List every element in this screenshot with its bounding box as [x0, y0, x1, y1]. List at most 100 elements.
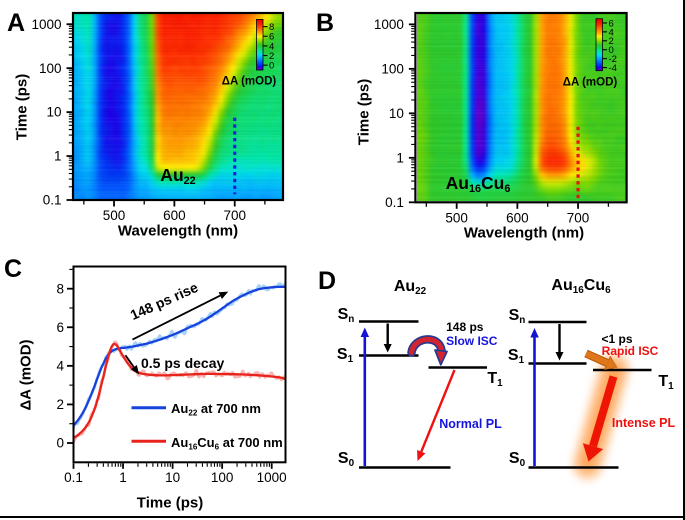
a-colorbar-title: ΔA (mOD): [221, 75, 277, 88]
internal-conversion-arrow-head: [383, 344, 392, 353]
formula-subscript: 0: [519, 457, 526, 469]
y-axis-tick-label: 10: [389, 106, 404, 121]
excitation-arrow-head: [360, 327, 370, 337]
formula-text: Au: [160, 165, 184, 186]
kinetics-fit-curve: [72, 342, 286, 440]
formula-subscript: 22: [183, 175, 196, 188]
b-y-axis-title: Time (ps): [355, 78, 373, 146]
formula-text: Cu: [583, 277, 606, 295]
formula-subscript: 22: [188, 408, 198, 418]
formula-subscript: 6: [214, 441, 220, 451]
rapid-isc-arrow-shaft: [585, 350, 609, 366]
slow-isc-curved-arrow-head: [434, 349, 448, 366]
colorbar-tick-label: 4: [609, 27, 614, 38]
x-axis-tick-label: 600: [163, 208, 186, 223]
formula-subscript: 1: [497, 377, 503, 389]
formula-subscript: 0: [348, 457, 355, 469]
formula-text: S: [337, 306, 349, 324]
y-axis-tick-label: 1000: [374, 17, 404, 32]
y-axis-tick-label: 100: [39, 61, 62, 76]
internal-conversion-arrow-head: [555, 352, 564, 361]
y-axis-tick-label: 100: [381, 61, 404, 76]
formula-text: Au: [171, 401, 189, 416]
formula-text: Au: [171, 434, 189, 450]
panel-letter-d: D: [318, 267, 337, 295]
rapid-isc-arrow-head: [605, 357, 617, 370]
chart-text: 4: [56, 358, 64, 373]
b-colorbar-title: ΔA (mOD): [562, 76, 618, 89]
chart-text: 0: [56, 436, 64, 451]
y-axis-tick-label: 1000: [31, 17, 61, 32]
d-left-level-label-sn: Sn: [338, 307, 355, 325]
d-right-isc-label: Rapid ISC: [601, 344, 659, 358]
a-x-axis-title: Wavelength (nm): [117, 222, 239, 240]
chart-text: 0.1: [64, 470, 83, 485]
x-axis-tick-label: 600: [506, 210, 529, 225]
a-y-axis-title: Time (ps): [13, 73, 31, 141]
chart-text: 1000: [257, 470, 287, 485]
colorbar-tick-label: 2: [609, 36, 614, 47]
formula-subscript: n: [348, 313, 355, 325]
chart-text: 8: [56, 281, 64, 296]
intense-pl-arrow-head: [582, 443, 604, 462]
d-right-level-label-sn: Sn: [508, 306, 526, 326]
y-axis-tick-label: 0.1: [385, 195, 404, 210]
chart-text: 10: [165, 470, 180, 485]
panel-letter-c: C: [4, 255, 23, 283]
figure-border-bottom: [0, 515, 685, 518]
formula-text: T: [658, 373, 669, 391]
formula-subscript: 22: [415, 285, 427, 297]
formula-text: S: [507, 347, 519, 365]
d-right-pl-label: Intense PL: [611, 415, 676, 430]
kinetics-plot-frame: [72, 265, 287, 464]
c-y-axis-title: ΔA (mOD): [17, 339, 35, 411]
d-left-level-label-t1: T1: [487, 370, 503, 389]
b-x-axis-title: Wavelength (nm): [463, 224, 585, 242]
colorbar-tick-label: -2: [609, 54, 617, 65]
d-left-isc-label: Slow ISC: [446, 334, 498, 349]
heatmap-canvas-au22: [74, 14, 282, 200]
d-title-au22: Au22: [394, 279, 426, 297]
pl-arrow-shaft: [420, 369, 456, 453]
c-annotation-decay: 0.5 ps decay: [141, 354, 225, 371]
x-axis-tick-label: 700: [567, 210, 590, 225]
panel-letter-b: B: [316, 9, 335, 37]
colorbar-tick-label: 6: [609, 18, 614, 29]
formula-subscript: 6: [605, 284, 611, 296]
x-axis-tick-label: 500: [103, 208, 126, 223]
formula-text: at 700 nm: [197, 401, 261, 416]
formula-subscript: 1: [347, 353, 354, 365]
colorbar-tick-label: 4: [269, 41, 274, 52]
panel-letter-a: A: [7, 9, 26, 37]
c-x-axis-title: Time (ps): [136, 494, 204, 512]
d-left-level-label-s0: S0: [338, 451, 354, 469]
heatmap-canvas-au16cu6: [416, 14, 626, 201]
formula-subscript: 16: [188, 441, 198, 451]
y-axis-tick-label: 1: [396, 150, 404, 165]
chart-text: 1: [119, 470, 127, 485]
pl-arrow-head: [417, 450, 426, 461]
formula-text: S: [508, 306, 520, 324]
a-sample-label: Au22: [160, 165, 196, 188]
heatmap-plot-frame-B: [414, 11, 628, 204]
formula-text: S: [336, 346, 348, 364]
chart-text: 100: [211, 470, 234, 485]
annotation-arrow-decay-head: [130, 365, 139, 375]
formula-text: Cu: [481, 173, 505, 194]
chart-text: 2: [56, 397, 64, 412]
slow-isc-curved-arrow: [409, 336, 444, 355]
x-axis-tick-label: 500: [445, 210, 468, 225]
formula-text: at 700 nm: [219, 434, 283, 450]
chart-text: 6: [56, 320, 64, 335]
d-right-level-label-s0: S0: [509, 451, 525, 469]
x-axis-tick-label: 700: [223, 208, 246, 223]
formula-text: S: [508, 450, 520, 468]
annotation-arrow-rise-shaft: [132, 294, 221, 341]
y-axis-tick-label: 1: [54, 149, 62, 164]
colorbar-tick-label: 8: [269, 22, 274, 33]
y-axis-tick-label: 10: [46, 105, 61, 120]
d-left-pl-label: Normal PL: [439, 416, 502, 431]
colorbar-tick-label: 2: [269, 51, 274, 62]
